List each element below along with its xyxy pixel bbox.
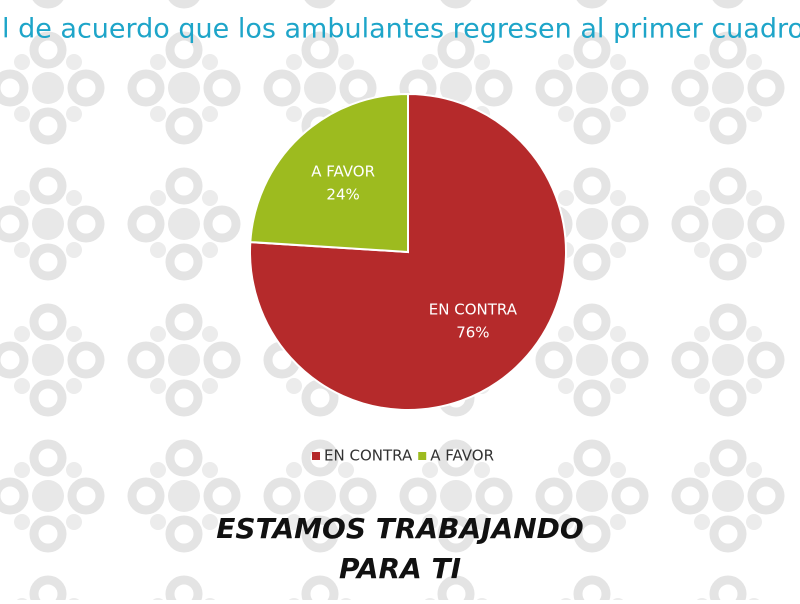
chart-title: l de acuerdo que los ambulantes regresen… [2,14,800,45]
slice-value-label: 24% [326,185,359,203]
slice-value-label: 76% [456,324,489,342]
slice-category-label: EN CONTRA [429,301,518,319]
legend-swatch [312,452,320,460]
slice-category-label: A FAVOR [311,162,375,180]
legend-label: EN CONTRA [324,447,413,465]
legend-swatch [418,452,427,460]
footer-line: ESTAMOS TRABAJANDO [216,512,583,545]
pie-slice [249,92,409,254]
footer-line: PARA TI [339,552,461,585]
legend-label: A FAVOR [430,447,494,465]
